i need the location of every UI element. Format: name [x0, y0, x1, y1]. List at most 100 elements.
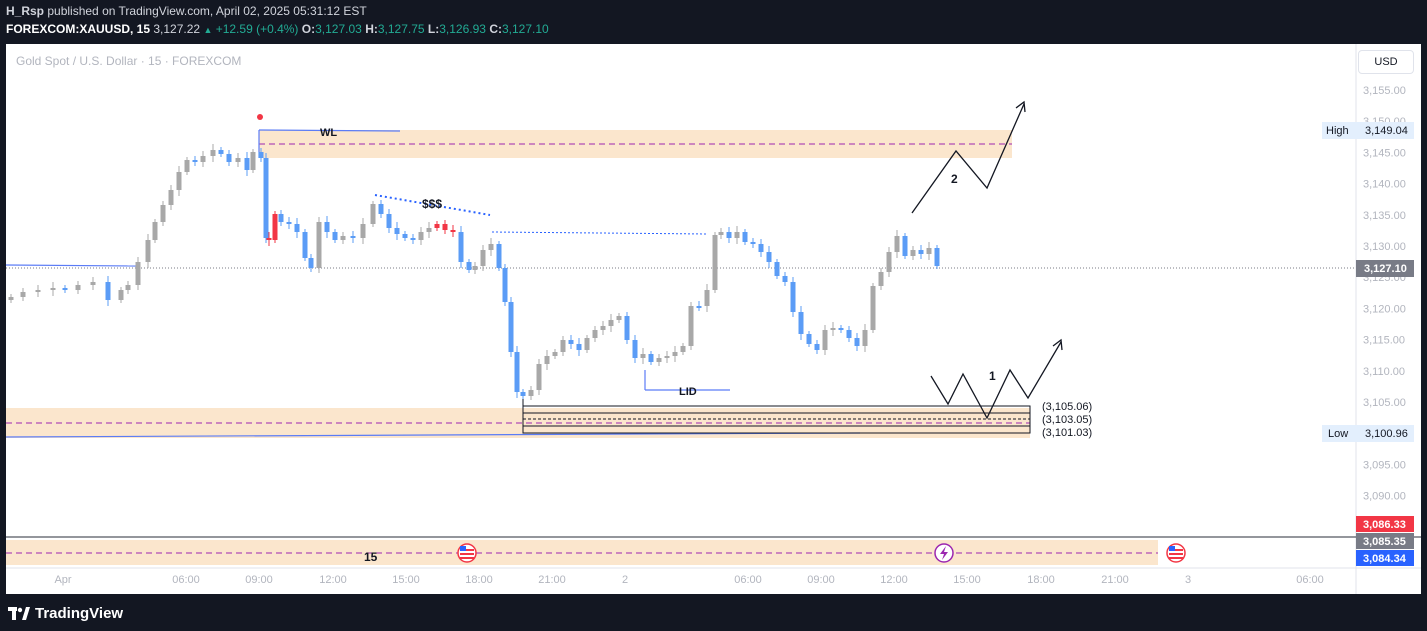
candle-body[interactable]	[536, 364, 542, 390]
candle-body[interactable]	[160, 205, 166, 222]
candle-body[interactable]	[688, 306, 694, 346]
candle-body[interactable]	[894, 236, 900, 252]
scenario-path-1[interactable]	[930, 341, 1062, 420]
candle-body[interactable]	[294, 224, 300, 232]
candle-body[interactable]	[410, 238, 416, 240]
candle-body[interactable]	[62, 288, 68, 290]
candle-body[interactable]	[902, 236, 908, 256]
candle-body[interactable]	[125, 285, 131, 290]
candle-body[interactable]	[308, 258, 314, 268]
candle-body[interactable]	[544, 356, 550, 364]
candle-body[interactable]	[862, 330, 868, 346]
candle-body[interactable]	[360, 224, 366, 238]
candle-body[interactable]	[8, 297, 14, 300]
candle-body[interactable]	[332, 232, 338, 240]
tradingview-logo[interactable]: TradingView	[8, 605, 123, 622]
candle-body[interactable]	[918, 250, 924, 254]
candle-body[interactable]	[210, 150, 216, 156]
candle-body[interactable]	[145, 240, 151, 262]
candle-body[interactable]	[854, 338, 860, 346]
candle-body[interactable]	[200, 156, 206, 162]
candle-body[interactable]	[135, 262, 141, 285]
candle-body[interactable]	[838, 328, 844, 330]
candle-body[interactable]	[75, 285, 81, 290]
candle-body[interactable]	[846, 330, 852, 338]
scenario-path-2[interactable]	[911, 103, 1025, 214]
candle-body[interactable]	[774, 262, 780, 276]
candle-body[interactable]	[263, 158, 269, 238]
candle-body[interactable]	[822, 330, 828, 350]
candle-body[interactable]	[466, 262, 472, 270]
candle-body[interactable]	[616, 316, 622, 320]
candle-body[interactable]	[750, 242, 756, 244]
candle-body[interactable]	[370, 204, 376, 224]
candle-body[interactable]	[286, 222, 292, 224]
candle-body[interactable]	[758, 244, 764, 252]
candle-body[interactable]	[450, 230, 456, 232]
candle-body[interactable]	[734, 232, 740, 238]
candle-body[interactable]	[218, 150, 224, 154]
candle-body[interactable]	[514, 352, 520, 392]
candle-body[interactable]	[35, 290, 41, 292]
candle-body[interactable]	[790, 282, 796, 312]
candle-body[interactable]	[766, 252, 772, 262]
candlestick-series[interactable]	[8, 144, 940, 400]
candle-body[interactable]	[502, 268, 508, 302]
candle-body[interactable]	[520, 392, 526, 396]
candle-body[interactable]	[878, 272, 884, 286]
candle-body[interactable]	[472, 266, 478, 270]
alert-dot[interactable]	[257, 114, 263, 120]
candle-body[interactable]	[798, 312, 804, 334]
candle-body[interactable]	[552, 352, 558, 356]
candle-body[interactable]	[402, 234, 408, 238]
candle-body[interactable]	[624, 316, 630, 340]
candle-body[interactable]	[560, 340, 566, 352]
candle-body[interactable]	[528, 390, 534, 396]
candle-body[interactable]	[378, 204, 384, 214]
candle-body[interactable]	[886, 252, 892, 272]
candle-body[interactable]	[316, 222, 322, 268]
candle-body[interactable]	[278, 214, 284, 222]
candle-body[interactable]	[640, 354, 646, 358]
candle-body[interactable]	[584, 338, 590, 350]
candle-body[interactable]	[350, 236, 356, 238]
candle-body[interactable]	[226, 154, 232, 162]
candle-body[interactable]	[568, 340, 574, 344]
candle-body[interactable]	[386, 214, 392, 228]
candle-body[interactable]	[168, 190, 174, 205]
candle-body[interactable]	[508, 302, 514, 352]
candle-body[interactable]	[394, 228, 400, 234]
candle-body[interactable]	[600, 326, 606, 330]
candle-body[interactable]	[266, 238, 272, 240]
candle-body[interactable]	[814, 344, 820, 350]
candle-body[interactable]	[235, 158, 241, 162]
candle-body[interactable]	[806, 334, 812, 344]
candle-body[interactable]	[926, 248, 932, 254]
candle-body[interactable]	[244, 158, 250, 170]
candle-body[interactable]	[680, 346, 686, 352]
candle-body[interactable]	[184, 160, 190, 172]
candle-body[interactable]	[250, 152, 256, 170]
candle-body[interactable]	[480, 250, 486, 266]
currency-button[interactable]: USD	[1358, 50, 1414, 74]
candle-body[interactable]	[726, 232, 732, 238]
author-name[interactable]: H_Rsp	[6, 4, 45, 18]
candle-body[interactable]	[434, 224, 440, 228]
candle-body[interactable]	[20, 292, 26, 297]
candle-body[interactable]	[152, 222, 158, 240]
candle-body[interactable]	[442, 224, 448, 230]
candle-body[interactable]	[192, 160, 198, 162]
candle-body[interactable]	[608, 320, 614, 326]
candle-body[interactable]	[664, 356, 670, 358]
candle-body[interactable]	[340, 236, 346, 240]
candle-body[interactable]	[458, 232, 464, 262]
candle-body[interactable]	[782, 276, 788, 282]
candle-body[interactable]	[934, 248, 940, 266]
candle-body[interactable]	[90, 282, 96, 285]
candle-body[interactable]	[488, 244, 494, 250]
candle-body[interactable]	[118, 290, 124, 300]
candle-body[interactable]	[672, 352, 678, 356]
candle-body[interactable]	[426, 228, 432, 232]
candle-body[interactable]	[648, 354, 654, 362]
